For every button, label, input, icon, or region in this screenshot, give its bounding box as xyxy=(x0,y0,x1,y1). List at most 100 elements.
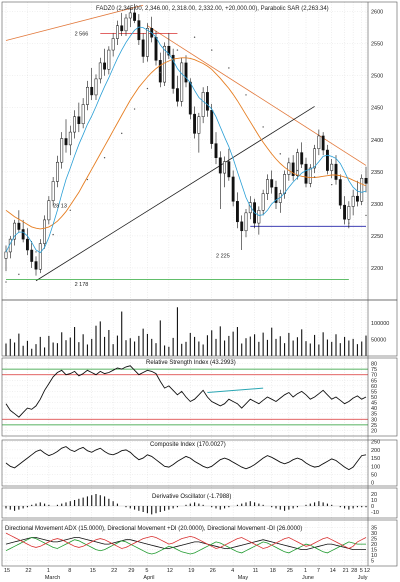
candle-body xyxy=(171,54,175,89)
candle-body xyxy=(141,39,145,57)
candle-body xyxy=(90,86,94,96)
composite-panel: 250 200 150 100 50 0 xyxy=(5,440,380,487)
volume-tick-label: 100000 xyxy=(371,321,389,327)
candle-body xyxy=(321,135,325,151)
price-tick-label: 2450 xyxy=(371,106,383,112)
candle-body xyxy=(124,17,128,32)
composite-tick-label: 0 xyxy=(371,481,374,487)
candle-body xyxy=(43,219,46,244)
minus-di-line xyxy=(5,532,367,549)
x-tick-label: 14 xyxy=(330,568,336,574)
parabolic-sar-dot xyxy=(121,132,123,135)
derivative-title: Derivative Oscillator (-1.7988) xyxy=(152,494,231,500)
rsi-tick-label: 70 xyxy=(371,373,377,379)
dmi-tick-label: 20 xyxy=(371,542,377,548)
price-annotation: 28 13 xyxy=(53,204,67,210)
rsi-tick-label: 50 xyxy=(371,395,377,401)
chart-frames xyxy=(1,1,398,567)
candle-body xyxy=(356,195,359,202)
price-tick-label: 2350 xyxy=(371,170,383,176)
candle-body xyxy=(201,92,205,117)
candle-body xyxy=(21,229,25,240)
chart-labels: FADZ0 (2,345.00, 2,346.00, 2,318.00, 2,3… xyxy=(4,6,370,581)
candle-body xyxy=(111,38,115,51)
candle-body xyxy=(214,143,218,158)
plus-di-line xyxy=(5,537,366,555)
candle-body xyxy=(73,116,77,133)
rsi-tick-label: 55 xyxy=(371,389,377,395)
x-month-label: June xyxy=(302,575,314,581)
x-tick-label: 5 xyxy=(145,568,148,574)
candle-body xyxy=(317,135,321,150)
x-tick-label: 5 xyxy=(360,568,363,574)
parabolic-sar-dot xyxy=(331,183,333,186)
x-tick-label: 21 xyxy=(343,568,349,574)
parabolic-sar-dot xyxy=(35,251,37,253)
rsi-tick-label: 40 xyxy=(371,406,377,412)
candle-body xyxy=(231,176,235,202)
candle-body xyxy=(56,161,59,182)
dmi-title: Directional Movement ADX (15.0000), Dire… xyxy=(5,526,302,532)
x-tick-label: 11 xyxy=(253,568,259,574)
moving-average-slow-line xyxy=(5,57,367,230)
parabolic-sar-dot xyxy=(18,273,20,276)
candle-body xyxy=(283,174,286,194)
price-panel: 2200 2250 2300 2350 2400 2450 2500 2550 2600 2 56… xyxy=(4,3,383,288)
candle-body xyxy=(68,131,72,146)
parabolic-sar-dot xyxy=(176,49,179,51)
panel-frame-dmi xyxy=(1,519,398,567)
x-tick-label: 4 xyxy=(231,568,234,574)
parabolic-sar-dot xyxy=(86,178,89,181)
candle-body xyxy=(13,222,17,240)
candle-body xyxy=(116,25,119,39)
candle-body xyxy=(17,222,21,230)
candle-body xyxy=(304,163,308,184)
dmi-tick-label: 25 xyxy=(371,537,377,543)
parabolic-sar-dot xyxy=(52,233,54,236)
candle-body xyxy=(26,238,29,251)
price-tick-label: 2250 xyxy=(371,234,383,240)
candle-body xyxy=(197,116,201,134)
dmi-tick-label: 35 xyxy=(371,526,377,532)
price-tick-label: 2300 xyxy=(371,202,383,208)
candle-body xyxy=(227,161,231,178)
price-tick-label: 2400 xyxy=(371,138,383,144)
dmi-tick-label: 10 xyxy=(371,553,377,559)
derivative-tick-label: 10 xyxy=(371,498,377,504)
composite-title: Composite Index (170.0027) xyxy=(150,442,226,448)
candle-body xyxy=(128,12,132,19)
x-tick-label: 22 xyxy=(25,568,31,574)
candle-body xyxy=(120,25,124,32)
candle-body xyxy=(300,152,304,165)
derivative-tick-label: 20 xyxy=(371,492,377,498)
composite-tick-label: 100 xyxy=(371,464,380,470)
candle-body xyxy=(223,161,226,174)
x-tick-label: 22 xyxy=(111,568,117,574)
x-month-label: April xyxy=(143,575,154,581)
candle-body xyxy=(137,20,141,41)
parabolic-sar-dot xyxy=(313,176,316,178)
candle-body xyxy=(77,116,81,125)
dmi-tick-label: 30 xyxy=(371,531,377,537)
candle-body xyxy=(347,206,351,220)
candle-body xyxy=(287,162,291,175)
parabolic-sar-dot xyxy=(5,281,7,283)
candle-body xyxy=(266,179,269,194)
volume-panel: 100000 50000 xyxy=(5,307,389,356)
price-tick-label: 2550 xyxy=(371,42,383,48)
candle-body xyxy=(343,204,346,220)
x-tick-label: 15 xyxy=(4,568,10,574)
price-annotation: 2 225 xyxy=(216,254,230,260)
candle-body xyxy=(167,45,171,56)
parabolic-sar-dot xyxy=(348,222,350,224)
x-tick-label: 28 xyxy=(351,568,357,574)
price-annotation: 2 566 xyxy=(75,31,89,37)
parabolic-sar-dot xyxy=(245,94,247,96)
candle-body xyxy=(163,45,166,83)
parabolic-sar-dot xyxy=(365,214,367,217)
chart-header: FADZ0 (2,345.00, 2,346.00, 2,318.00, 2,3… xyxy=(96,6,329,12)
candle-body xyxy=(154,36,158,61)
candle-body xyxy=(326,149,329,171)
composite-tick-label: 150 xyxy=(371,456,380,462)
